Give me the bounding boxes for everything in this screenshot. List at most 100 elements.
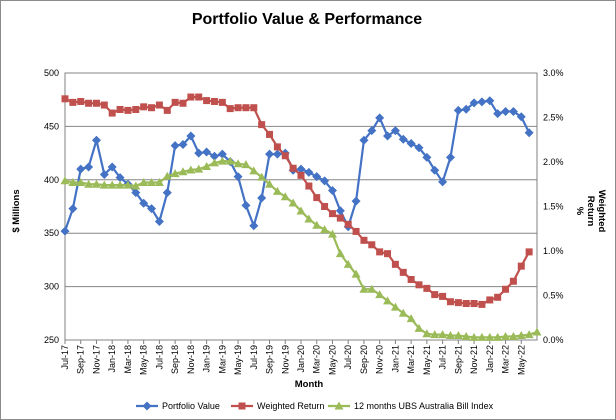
y-right-tick-label: 1.5% — [543, 202, 564, 212]
data-point — [351, 196, 361, 206]
data-point — [258, 121, 266, 129]
data-point — [147, 204, 157, 214]
data-point — [461, 331, 471, 340]
data-point — [170, 141, 180, 151]
x-tick-label: Sep-17 — [76, 345, 86, 374]
data-point — [430, 165, 440, 175]
y-axis-right-title-line: % — [574, 207, 585, 216]
x-tick-label: May-18 — [139, 345, 149, 375]
y-axis-right-title-line: Return — [585, 196, 596, 227]
data-point — [69, 98, 77, 106]
data-point — [257, 172, 267, 181]
data-point — [360, 236, 368, 244]
data-point — [99, 180, 109, 189]
data-point — [265, 179, 275, 188]
x-tick-label: Nov-20 — [375, 345, 385, 374]
data-point — [203, 97, 211, 105]
data-point — [233, 172, 243, 182]
legend-marker — [142, 401, 152, 411]
data-point — [415, 281, 423, 289]
data-point — [242, 104, 250, 112]
data-point — [171, 98, 179, 106]
data-point — [359, 284, 369, 293]
data-point — [115, 180, 125, 189]
data-point — [406, 314, 416, 323]
data-point — [186, 165, 196, 174]
data-point — [249, 166, 259, 175]
x-tick-label: Nov-17 — [91, 345, 101, 374]
y-right-tick-label: 0.5% — [543, 291, 564, 301]
x-axis-title: Month — [295, 379, 324, 390]
data-point — [335, 206, 345, 216]
data-point — [139, 198, 149, 208]
data-point — [352, 227, 360, 235]
x-tick-label: May-22 — [516, 345, 526, 375]
x-tick-label: May-20 — [327, 345, 337, 375]
data-point — [288, 198, 298, 207]
data-point — [202, 147, 212, 157]
data-point — [115, 173, 125, 183]
data-point — [273, 143, 281, 151]
series-1 — [61, 93, 533, 308]
x-tick-label: Nov-19 — [280, 345, 290, 374]
data-point — [414, 143, 424, 153]
data-point — [140, 103, 148, 111]
data-point — [179, 99, 187, 107]
data-point — [107, 162, 117, 172]
data-point — [124, 106, 132, 114]
data-point — [368, 241, 376, 249]
data-point — [430, 330, 440, 339]
data-point — [328, 210, 336, 218]
y-left-tick-label: 400 — [44, 175, 59, 185]
data-point — [422, 152, 432, 162]
x-tick-label: May-19 — [233, 345, 243, 375]
data-point — [438, 330, 448, 339]
data-point — [351, 269, 361, 278]
data-point — [501, 106, 511, 116]
data-point — [272, 149, 282, 159]
data-point — [249, 221, 259, 231]
data-point — [297, 171, 305, 179]
y-right-tick-label: 3.0% — [543, 68, 564, 78]
y-right-tick-label: 1.0% — [543, 246, 564, 256]
legend: Portfolio Value Weighted Return 12 months … — [136, 401, 494, 411]
x-tick-label: Jul-20 — [343, 345, 353, 370]
data-point — [210, 97, 218, 105]
data-point — [84, 162, 94, 172]
data-point — [289, 164, 297, 172]
data-point — [391, 260, 399, 268]
data-point — [217, 156, 227, 165]
x-tick-label: Sep-19 — [265, 345, 275, 374]
data-point — [367, 126, 377, 136]
y-left-tick-label: 500 — [44, 68, 59, 78]
data-point — [384, 250, 392, 258]
data-point — [327, 229, 337, 238]
data-point — [375, 113, 385, 123]
data-point — [516, 331, 526, 340]
data-point — [454, 299, 462, 307]
legend-entry: 12 months UBS Australia Bill Index — [354, 401, 494, 411]
data-point — [398, 134, 408, 144]
data-point — [139, 177, 149, 186]
data-point — [266, 130, 274, 138]
data-point — [313, 194, 321, 202]
data-point — [116, 105, 124, 113]
x-tick-label: May-21 — [422, 345, 432, 375]
x-tick-label: Sep-21 — [453, 345, 463, 374]
data-point — [321, 203, 329, 210]
data-point — [336, 214, 344, 222]
y-right-tick-label: 0.0% — [543, 335, 564, 345]
x-tick-label: Mar-19 — [217, 345, 227, 374]
data-point — [131, 188, 141, 198]
data-point — [100, 101, 108, 109]
data-point — [407, 275, 415, 283]
data-point — [99, 169, 109, 179]
data-point — [406, 138, 416, 148]
data-point — [438, 177, 448, 187]
data-point — [68, 204, 78, 214]
data-point — [272, 186, 282, 195]
data-point — [305, 182, 313, 190]
data-point — [343, 259, 353, 268]
data-point — [469, 332, 479, 341]
